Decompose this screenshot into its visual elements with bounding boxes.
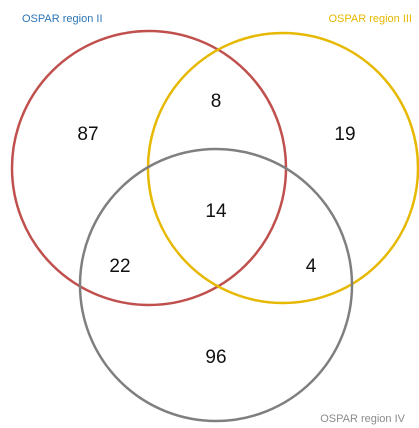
set-circle	[78, 147, 354, 423]
region-count: 14	[205, 201, 227, 222]
region-count: 19	[334, 124, 355, 145]
region-count: 22	[109, 256, 130, 277]
region-count: 87	[77, 124, 98, 145]
region-count: 4	[306, 256, 317, 277]
set-label: OSPAR region IV	[320, 413, 405, 425]
region-count: 96	[205, 347, 226, 368]
region-count: 8	[211, 91, 222, 112]
set-label: OSPAR region III	[328, 13, 412, 25]
set-label: OSPAR region II	[22, 13, 103, 25]
